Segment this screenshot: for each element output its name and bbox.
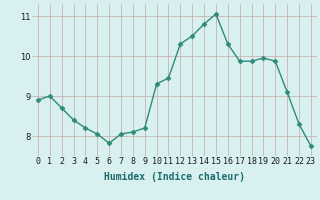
X-axis label: Humidex (Indice chaleur): Humidex (Indice chaleur) [104,172,245,182]
